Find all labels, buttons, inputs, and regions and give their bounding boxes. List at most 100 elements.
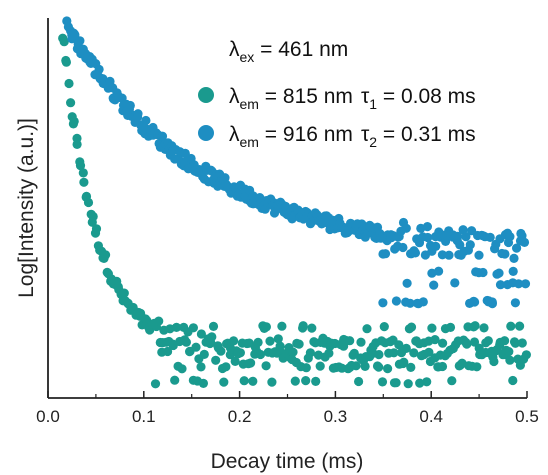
data-point-916nm <box>450 278 460 288</box>
data-point-815nm <box>273 334 283 344</box>
data-point-815nm <box>171 322 182 332</box>
data-point-815nm <box>510 338 520 348</box>
data-point-815nm <box>267 377 277 387</box>
data-point-815nm <box>170 375 180 385</box>
data-point-916nm <box>470 297 480 307</box>
data-point-815nm <box>208 321 219 331</box>
data-point-916nm <box>410 248 420 258</box>
data-point-815nm <box>305 348 315 358</box>
data-point-815nm <box>354 376 364 387</box>
data-point-815nm <box>406 362 416 372</box>
data-point-916nm <box>509 253 519 263</box>
data-point-916nm <box>380 249 391 259</box>
data-point-815nm <box>356 337 366 347</box>
data-point-916nm <box>511 243 522 253</box>
data-point-916nm <box>500 249 510 259</box>
data-point-815nm <box>383 364 393 374</box>
data-point-916nm <box>444 250 454 260</box>
data-point-916nm <box>402 278 412 288</box>
data-point-916nm <box>94 64 104 74</box>
data-point-815nm <box>374 350 384 360</box>
data-point-815nm <box>399 357 409 367</box>
data-point-916nm <box>453 231 463 241</box>
data-point-916nm <box>494 268 504 278</box>
data-point-815nm <box>191 342 201 352</box>
data-point-815nm <box>362 324 372 334</box>
data-point-815nm <box>349 348 359 358</box>
data-point-916nm <box>422 222 432 232</box>
data-point-916nm <box>505 232 515 242</box>
data-point-815nm <box>72 139 82 149</box>
excitation-sub: ex <box>240 49 255 65</box>
data-point-916nm <box>478 267 488 278</box>
data-point-815nm <box>216 346 226 356</box>
data-point-815nm <box>298 321 308 331</box>
data-point-815nm <box>246 358 256 368</box>
data-point-916nm <box>520 279 531 289</box>
data-point-815nm <box>301 363 311 373</box>
data-point-916nm <box>157 131 168 141</box>
data-point-815nm <box>324 348 334 358</box>
data-point-916nm <box>378 298 388 308</box>
data-point-815nm <box>290 376 300 386</box>
data-point-815nm <box>311 376 321 386</box>
excitation-value: = 461 nm <box>254 38 348 61</box>
data-point-815nm <box>277 321 287 331</box>
data-point-815nm <box>360 361 370 371</box>
data-point-916nm <box>437 250 447 260</box>
data-point-815nm <box>430 335 440 345</box>
data-point-916nm <box>133 109 143 119</box>
data-point-815nm <box>221 362 231 372</box>
data-point-815nm <box>401 343 411 353</box>
excitation-lambda: λ <box>229 38 240 61</box>
data-point-815nm <box>154 316 164 326</box>
data-point-815nm <box>508 375 518 386</box>
x-tick-label: 0.4 <box>419 407 443 426</box>
data-point-815nm <box>374 362 384 372</box>
data-point-916nm <box>514 279 524 289</box>
data-point-815nm <box>483 336 493 346</box>
data-point-815nm <box>447 376 457 386</box>
data-point-916nm <box>434 266 444 276</box>
data-point-815nm <box>294 339 304 349</box>
data-point-815nm <box>207 332 217 342</box>
data-point-815nm <box>239 376 249 386</box>
data-point-815nm <box>389 348 399 358</box>
data-point-916nm <box>398 242 408 253</box>
data-point-815nm <box>504 347 514 357</box>
legend-marker-815nm <box>198 87 214 103</box>
x-tick-label: 0.5 <box>515 407 539 426</box>
data-point-815nm <box>196 362 206 372</box>
data-point-815nm <box>415 378 425 388</box>
data-point-815nm <box>150 379 161 389</box>
data-point-815nm <box>472 362 482 372</box>
data-point-815nm <box>199 349 209 359</box>
x-tick-label: 0.2 <box>228 407 252 426</box>
data-point-815nm <box>88 211 98 222</box>
data-point-815nm <box>188 323 198 333</box>
data-point-815nm <box>219 377 229 387</box>
excitation-annotation: λex = 461 nm <box>229 38 348 65</box>
data-point-815nm <box>307 323 317 333</box>
data-point-815nm <box>59 37 69 47</box>
data-point-815nm <box>505 355 515 365</box>
data-point-916nm <box>401 223 411 233</box>
data-point-815nm <box>75 161 86 171</box>
data-point-815nm <box>288 347 298 357</box>
data-point-815nm <box>229 336 239 346</box>
data-point-815nm <box>377 377 388 387</box>
data-point-815nm <box>479 323 489 333</box>
data-point-916nm <box>458 225 468 235</box>
data-point-815nm <box>437 361 448 372</box>
x-tick-label: 0.3 <box>324 407 348 426</box>
data-point-815nm <box>101 250 111 260</box>
data-point-815nm <box>506 321 516 331</box>
data-point-815nm <box>500 336 510 346</box>
data-point-916nm <box>495 280 506 290</box>
legend: λem = 815 nm τ1 = 0.08 ms λem = 916 nm τ2 … <box>198 85 476 150</box>
data-point-815nm <box>181 337 191 347</box>
data-point-815nm <box>235 348 245 358</box>
data-point-815nm <box>517 338 527 348</box>
x-tick-label: 0.0 <box>36 407 60 426</box>
